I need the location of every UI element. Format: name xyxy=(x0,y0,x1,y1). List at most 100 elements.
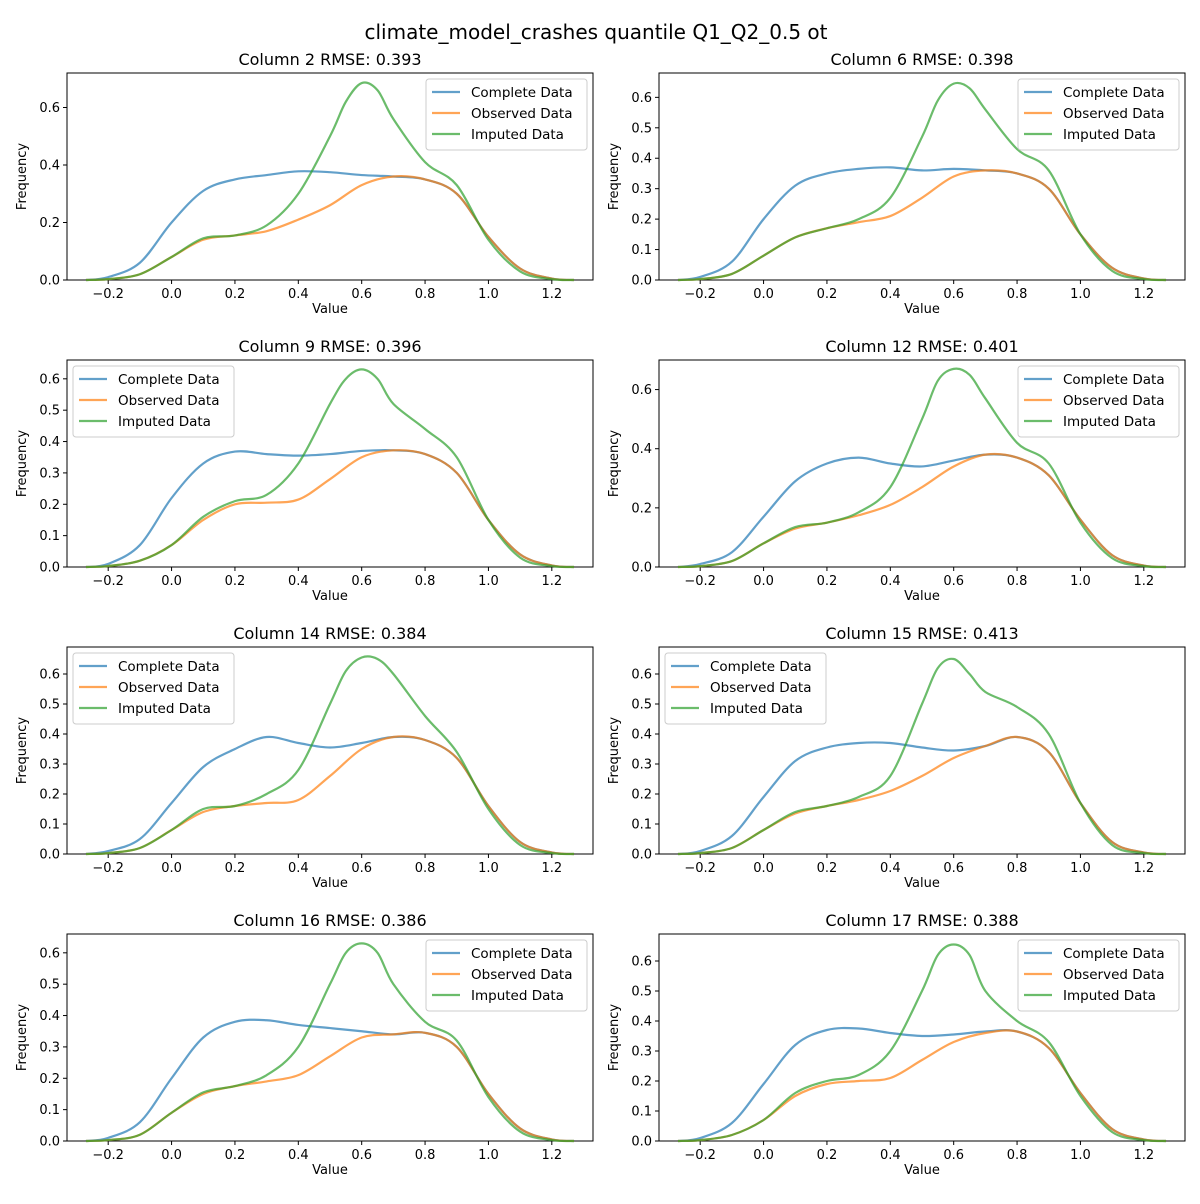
y-tick-label: 0.4 xyxy=(39,159,60,174)
subplot-7: Column 16 RMSE: 0.386 −0.2 0.0 0.2 0.4 0.6 0.8… xyxy=(15,911,594,1178)
series-line-imputed xyxy=(85,942,575,1143)
y-tick-label: 0.6 xyxy=(39,372,60,387)
x-tick-label: 0.4 xyxy=(288,574,309,589)
x-axis-label: Value xyxy=(904,302,940,317)
x-tick-label: 1.2 xyxy=(1133,287,1154,302)
y-tick-label: 0.4 xyxy=(631,1015,652,1030)
x-axis-label: Value xyxy=(312,1163,348,1178)
y-tick-label: 0.2 xyxy=(631,788,652,803)
y-tick-label: 0.0 xyxy=(39,561,60,576)
x-tick-label: 1.0 xyxy=(1070,1148,1091,1163)
subplot-title: Column 2 RMSE: 0.393 xyxy=(238,50,421,69)
y-tick-label: 0.2 xyxy=(631,213,652,228)
y-tick-label: 0.1 xyxy=(631,818,652,833)
y-tick-label: 0.4 xyxy=(631,442,652,457)
axes-frame xyxy=(658,646,1186,855)
legend-frame xyxy=(1017,365,1180,438)
x-tick-label: 0.0 xyxy=(161,861,182,876)
x-tick-label: 1.0 xyxy=(478,1148,499,1163)
subplot-6: Column 15 RMSE: 0.413 −0.2 0.0 0.2 0.4 0.6 0.8… xyxy=(607,624,1186,891)
legend-frame xyxy=(425,78,588,151)
x-tick-label: 0.8 xyxy=(1007,861,1028,876)
x-tick-label: 0.2 xyxy=(817,287,838,302)
y-axis-label: Frequency xyxy=(15,430,30,497)
y-tick-label: 0.4 xyxy=(39,728,60,743)
x-tick-label: 0.4 xyxy=(880,1148,901,1163)
legend-label: Imputed Data xyxy=(1063,127,1156,143)
y-tick-label: 0.6 xyxy=(631,383,652,398)
y-tick-label: 0.5 xyxy=(39,978,60,993)
y-tick-label: 0.0 xyxy=(39,274,60,289)
y-axis-label: Frequency xyxy=(15,1004,30,1071)
legend-frame xyxy=(664,652,827,725)
x-tick-label: 0.2 xyxy=(225,574,246,589)
y-tick-label: 0.6 xyxy=(39,946,60,961)
y-tick-label: 0.3 xyxy=(39,466,60,481)
series-line-imputed xyxy=(85,81,575,282)
legend-label: Complete Data xyxy=(710,659,812,675)
x-tick-label: 0.2 xyxy=(225,861,246,876)
x-tick-label: 1.0 xyxy=(1070,287,1091,302)
x-tick-label: 0.4 xyxy=(288,1148,309,1163)
legend-label: Imputed Data xyxy=(118,414,211,430)
x-tick-label: 0.2 xyxy=(817,574,838,589)
y-tick-label: 0.6 xyxy=(39,101,60,116)
legend: Complete Data Observed Data Imputed Data xyxy=(1017,939,1180,1012)
y-tick-label: 0.4 xyxy=(631,728,652,743)
y-tick-label: 0.4 xyxy=(39,435,60,450)
x-tick-label: 0.8 xyxy=(1007,287,1028,302)
legend-label: Complete Data xyxy=(471,85,573,101)
subplot-title: Column 6 RMSE: 0.398 xyxy=(830,50,1013,69)
y-tick-label: 0.1 xyxy=(631,1105,652,1120)
x-tick-label: 0.0 xyxy=(161,574,182,589)
legend: Complete Data Observed Data Imputed Data xyxy=(425,78,588,151)
x-tick-label: 1.0 xyxy=(1070,861,1091,876)
x-tick-label: 1.2 xyxy=(1133,574,1154,589)
series-line-imputed xyxy=(677,367,1167,569)
x-tick-label: 0.8 xyxy=(415,574,436,589)
y-tick-label: 0.3 xyxy=(631,1045,652,1060)
x-tick-label: 0.6 xyxy=(943,574,964,589)
subplot-3: Column 9 RMSE: 0.396 −0.2 0.0 0.2 0.4 0.6 0.8 1… xyxy=(15,337,594,604)
legend-frame xyxy=(72,652,235,725)
y-axis-label: Frequency xyxy=(15,143,30,210)
subplot-4: Column 12 RMSE: 0.401 −0.2 0.0 0.2 0.4 0.6 0.8… xyxy=(607,337,1186,604)
x-tick-label: −0.2 xyxy=(684,861,716,876)
axes-frame xyxy=(658,933,1186,1142)
axes-frame xyxy=(66,72,594,281)
x-tick-label: 0.2 xyxy=(817,861,838,876)
x-tick-label: 0.4 xyxy=(880,574,901,589)
legend: Complete Data Observed Data Imputed Data xyxy=(1017,365,1180,438)
x-tick-label: 0.0 xyxy=(161,287,182,302)
subplot-title: Column 16 RMSE: 0.386 xyxy=(233,911,426,930)
x-tick-label: 0.4 xyxy=(288,861,309,876)
y-tick-label: 0.6 xyxy=(631,91,652,106)
y-tick-label: 0.2 xyxy=(631,501,652,516)
legend-label: Complete Data xyxy=(1063,372,1165,388)
legend-label: Observed Data xyxy=(1063,106,1164,122)
subplot-title: Column 12 RMSE: 0.401 xyxy=(825,337,1018,356)
legend-label: Complete Data xyxy=(118,659,220,675)
y-tick-label: 0.0 xyxy=(39,848,60,863)
subplot-title: Column 14 RMSE: 0.384 xyxy=(233,624,426,643)
x-tick-label: 0.4 xyxy=(288,287,309,302)
x-axis-label: Value xyxy=(904,1163,940,1178)
x-tick-label: 1.2 xyxy=(541,287,562,302)
y-tick-label: 0.5 xyxy=(631,121,652,136)
legend-label: Imputed Data xyxy=(118,701,211,717)
y-tick-label: 0.6 xyxy=(631,955,652,970)
axes-frame xyxy=(658,359,1186,568)
y-axis-label: Frequency xyxy=(15,717,30,784)
series-line-imputed xyxy=(677,943,1167,1143)
y-tick-label: 0.5 xyxy=(631,985,652,1000)
x-tick-label: 1.2 xyxy=(541,861,562,876)
x-tick-label: 0.8 xyxy=(415,287,436,302)
x-tick-label: 1.0 xyxy=(478,287,499,302)
y-tick-label: 0.4 xyxy=(631,152,652,167)
x-tick-label: −0.2 xyxy=(92,574,124,589)
x-tick-label: 0.4 xyxy=(880,861,901,876)
x-tick-label: −0.2 xyxy=(92,287,124,302)
legend-label: Complete Data xyxy=(118,372,220,388)
legend: Complete Data Observed Data Imputed Data xyxy=(425,939,588,1012)
legend-frame xyxy=(1017,939,1180,1012)
